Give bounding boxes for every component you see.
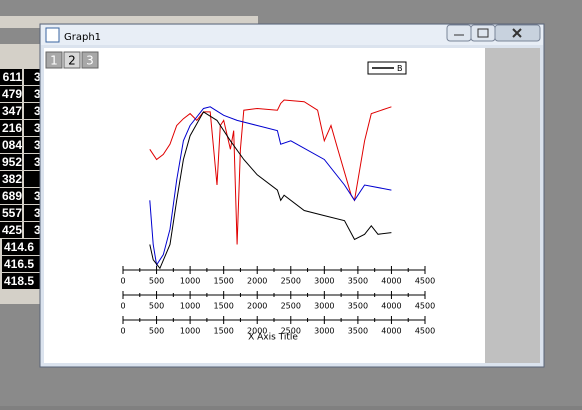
cell-text: 3 <box>34 155 41 169</box>
x-tick-label: 4000 <box>381 277 401 286</box>
x-tick-label: 2000 <box>247 327 267 336</box>
cell <box>2 256 40 272</box>
cell-text: 418.5 <box>4 274 34 288</box>
plot: 0 500 1000 1500 2000 2500 3000 3500 4000 4500 0 500… <box>120 61 435 343</box>
x-tick-label: 3000 <box>314 302 334 311</box>
cell-text: 216 <box>2 121 22 135</box>
cell <box>24 222 40 238</box>
page-margin <box>485 48 540 363</box>
x-tick-label: 4500 <box>415 277 435 286</box>
x-tick-label: 2000 <box>247 302 267 311</box>
cell <box>0 222 22 238</box>
cell-text: 3 <box>34 138 41 152</box>
layer-button[interactable] <box>81 51 99 69</box>
x-tick-label: 4500 <box>415 327 435 336</box>
cell <box>24 86 40 102</box>
x-tick-label: 4000 <box>381 302 401 311</box>
minimize-button[interactable] <box>446 24 472 42</box>
x-tick-label: 0 <box>120 327 125 336</box>
x-tick-label: 500 <box>149 277 164 286</box>
x-tick-label: 3500 <box>348 327 368 336</box>
cell-text: 414.6 <box>4 240 34 254</box>
window-title: Graph1 <box>64 32 101 43</box>
maximize-button[interactable] <box>470 24 496 42</box>
layer-label: 3 <box>86 54 94 68</box>
x-axis-title: X Axis Title <box>248 333 298 343</box>
legend-label: B <box>397 64 403 73</box>
x-tick-label: 2500 <box>281 277 301 286</box>
cell <box>24 137 40 153</box>
cell <box>24 171 40 187</box>
layer-button[interactable] <box>63 51 81 69</box>
x-tick-label: 0 <box>120 277 125 286</box>
x-tick-label: 2000 <box>247 277 267 286</box>
page <box>44 48 485 363</box>
cell <box>0 154 22 170</box>
x-tick-label: 1000 <box>180 302 200 311</box>
x-tick-label: 1500 <box>213 302 233 311</box>
x-tick-label: 3000 <box>314 327 334 336</box>
button-icons <box>454 28 489 38</box>
series-line <box>149 106 392 267</box>
layer-label: 2 <box>68 54 76 68</box>
cell <box>24 205 40 221</box>
cell-text: 347 <box>2 104 22 118</box>
cell <box>2 239 40 255</box>
x-tick-label: 0 <box>120 302 125 311</box>
cell-text: 689 <box>2 189 22 203</box>
graph-window: Graph1 <box>39 23 545 368</box>
cell <box>0 103 22 119</box>
title-bar <box>41 25 543 45</box>
cell <box>24 103 40 119</box>
cell-text: 382 <box>2 172 22 186</box>
cell-text: 557 <box>2 206 22 220</box>
x-tick-label: 3500 <box>348 302 368 311</box>
cell-text: 3 <box>34 206 41 220</box>
cell-text: 3 <box>34 189 41 203</box>
x-tick-label: 500 <box>149 302 164 311</box>
cell-text: 3 <box>34 223 41 237</box>
cell <box>0 86 22 102</box>
close-icon <box>512 28 522 38</box>
cell-text: 3 <box>34 70 41 84</box>
cell-text: 084 <box>2 138 22 152</box>
cell <box>24 188 40 204</box>
cell-text: 3 <box>34 104 41 118</box>
x-tick-label: 3000 <box>314 277 334 286</box>
cell <box>0 188 22 204</box>
x-tick-label: 500 <box>149 327 164 336</box>
cell <box>24 69 40 85</box>
x-tick-label: 4500 <box>415 302 435 311</box>
x-tick-label: 2500 <box>281 327 301 336</box>
x-tick-label: 1500 <box>213 277 233 286</box>
cell-text: 611 <box>3 70 23 84</box>
x-tick-label: 1000 <box>180 277 200 286</box>
cell-text: 416.5 <box>4 257 34 271</box>
series-line <box>149 111 392 270</box>
cell <box>24 154 40 170</box>
cell-text: 479 <box>2 87 22 101</box>
cell-text: 425 <box>2 223 22 237</box>
cell <box>0 205 22 221</box>
cell-text: 952 <box>2 155 22 169</box>
window-icon <box>45 27 60 43</box>
layer-label: 1 <box>50 54 58 68</box>
cell-text: 3 <box>34 87 41 101</box>
cell <box>0 171 22 187</box>
x-tick-label: 3500 <box>348 277 368 286</box>
x-tick-label: 4000 <box>381 327 401 336</box>
cell <box>0 120 22 136</box>
x-tick-label: 1500 <box>213 327 233 336</box>
layer-button[interactable] <box>45 51 63 69</box>
x-tick-label: 2500 <box>281 302 301 311</box>
cell <box>24 120 40 136</box>
cell-text: 3 <box>34 121 41 135</box>
x-tick-label: 1000 <box>180 327 200 336</box>
cell <box>2 273 40 289</box>
series-line <box>149 99 392 245</box>
cell <box>0 69 22 85</box>
cell <box>0 137 22 153</box>
